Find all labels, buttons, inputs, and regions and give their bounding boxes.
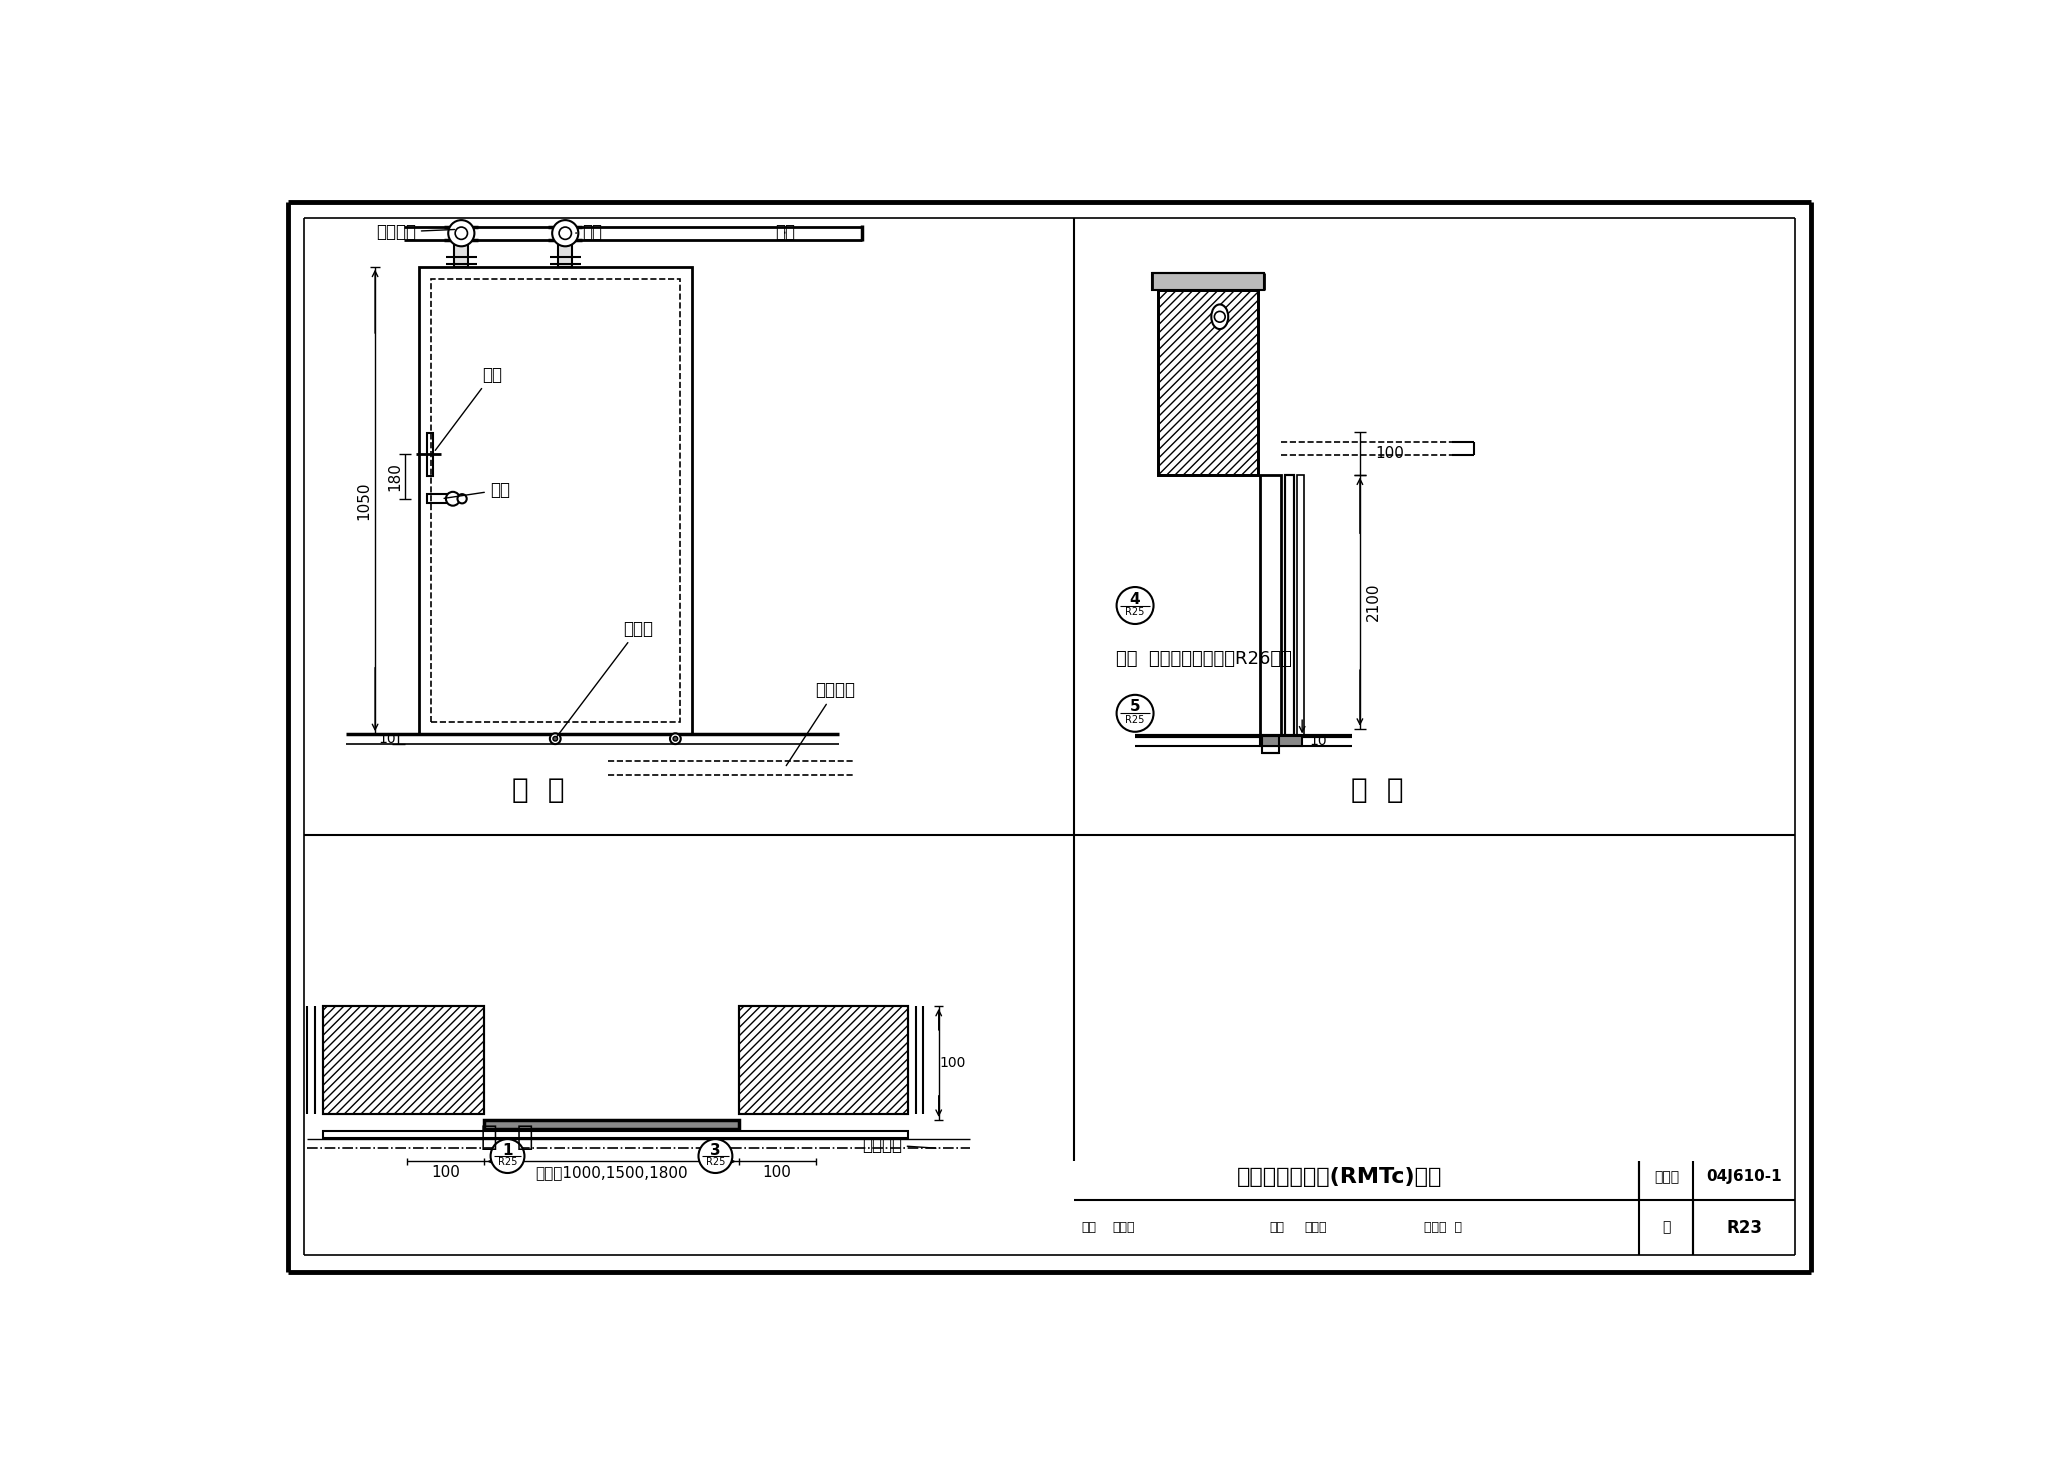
Bar [324, 1005, 485, 1113]
Text: 导轨: 导轨 [774, 223, 795, 241]
Circle shape [449, 220, 475, 247]
Text: 100: 100 [940, 1056, 967, 1069]
Circle shape [1116, 694, 1153, 732]
Circle shape [1116, 587, 1153, 624]
Text: 4: 4 [1130, 591, 1141, 607]
Text: 2100: 2100 [1366, 582, 1380, 622]
Text: 10: 10 [379, 732, 395, 746]
Text: 审核: 审核 [1081, 1221, 1096, 1234]
Circle shape [559, 228, 571, 239]
Text: 立  面: 立 面 [512, 776, 565, 804]
Bar [426, 433, 432, 476]
Text: 钢质单扇推拉门(RMTc)详图: 钢质单扇推拉门(RMTc)详图 [1237, 1167, 1442, 1186]
Text: 10: 10 [1311, 734, 1327, 748]
Text: R23: R23 [1726, 1218, 1761, 1237]
Circle shape [553, 220, 578, 247]
Text: 阻偏轮: 阻偏轮 [557, 620, 653, 737]
Bar [485, 1121, 739, 1129]
Circle shape [492, 1139, 524, 1173]
Text: R25: R25 [498, 1157, 518, 1167]
Text: R25: R25 [1126, 607, 1145, 617]
Text: 100: 100 [432, 1164, 461, 1180]
Bar [559, 236, 571, 267]
Text: 1050: 1050 [356, 481, 373, 519]
Circle shape [446, 492, 461, 506]
Text: 门洞宽1000,1500,1800: 门洞宽1000,1500,1800 [535, 1164, 688, 1180]
Bar [1262, 737, 1280, 753]
Text: 5: 5 [1130, 699, 1141, 715]
Circle shape [549, 734, 561, 744]
Text: 阻偏轮沟: 阻偏轮沟 [862, 1135, 936, 1154]
Circle shape [674, 737, 678, 741]
Text: 走轮: 走轮 [575, 223, 602, 241]
Text: 搭手: 搭手 [444, 481, 510, 499]
Text: 页: 页 [1663, 1221, 1671, 1234]
Circle shape [553, 737, 557, 741]
Circle shape [1214, 311, 1225, 322]
Text: 王祖光: 王祖光 [1112, 1221, 1135, 1234]
Bar [1153, 273, 1264, 290]
Bar [739, 1005, 907, 1113]
Text: 图集号: 图集号 [1655, 1170, 1679, 1183]
Bar [1296, 474, 1305, 737]
Ellipse shape [1210, 305, 1229, 330]
Text: 3: 3 [711, 1142, 721, 1157]
Text: R25: R25 [707, 1157, 725, 1167]
Bar [1260, 474, 1282, 737]
Text: 180: 180 [387, 463, 403, 492]
Text: 拉手: 拉手 [436, 366, 502, 451]
Bar [1286, 474, 1294, 737]
Bar [1260, 737, 1303, 746]
Text: 阻偏轮沟: 阻偏轮沟 [786, 681, 856, 766]
Bar [324, 1005, 485, 1113]
Bar [1286, 474, 1294, 737]
Circle shape [455, 228, 467, 239]
Bar [420, 267, 692, 734]
Circle shape [457, 495, 467, 503]
Bar [432, 279, 680, 722]
Text: R25: R25 [1126, 715, 1145, 725]
Text: 剖  面: 剖 面 [1352, 776, 1403, 804]
Circle shape [698, 1139, 733, 1173]
Text: 李正圆: 李正圆 [1305, 1221, 1327, 1234]
Text: 04J610-1: 04J610-1 [1706, 1169, 1782, 1185]
Text: 平  面: 平 面 [481, 1123, 535, 1151]
Bar [739, 1005, 907, 1113]
Text: 1: 1 [502, 1142, 512, 1157]
Text: 100: 100 [762, 1164, 791, 1180]
Bar [1159, 290, 1257, 474]
Text: 校对: 校对 [1270, 1221, 1284, 1234]
Circle shape [670, 734, 680, 744]
Bar [324, 1131, 907, 1138]
Text: 注：  阻偏轮沟详图详见R26页。: 注： 阻偏轮沟详图详见R26页。 [1116, 651, 1292, 668]
Bar [426, 495, 451, 503]
Text: 100: 100 [1376, 446, 1405, 461]
Bar [1159, 290, 1257, 474]
Text: 设计洪  森: 设计洪 森 [1423, 1221, 1462, 1234]
Bar [455, 236, 469, 267]
Text: 行程开关: 行程开关 [377, 223, 455, 241]
